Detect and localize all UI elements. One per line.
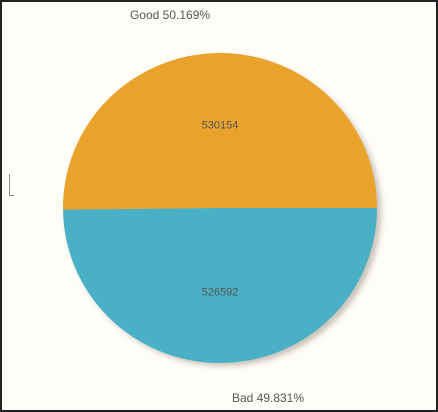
- pie-value-label-good: 530154: [202, 119, 239, 131]
- side-tick-mark: [9, 174, 14, 196]
- pie-slice-bad[interactable]: [63, 208, 378, 364]
- pie-slice-good[interactable]: [63, 53, 378, 210]
- pie-percent-label-good: Good 50.169%: [130, 8, 210, 22]
- pie-value-label-bad: 526592: [202, 287, 239, 299]
- pie-percent-label-bad: Bad 49.831%: [232, 391, 304, 405]
